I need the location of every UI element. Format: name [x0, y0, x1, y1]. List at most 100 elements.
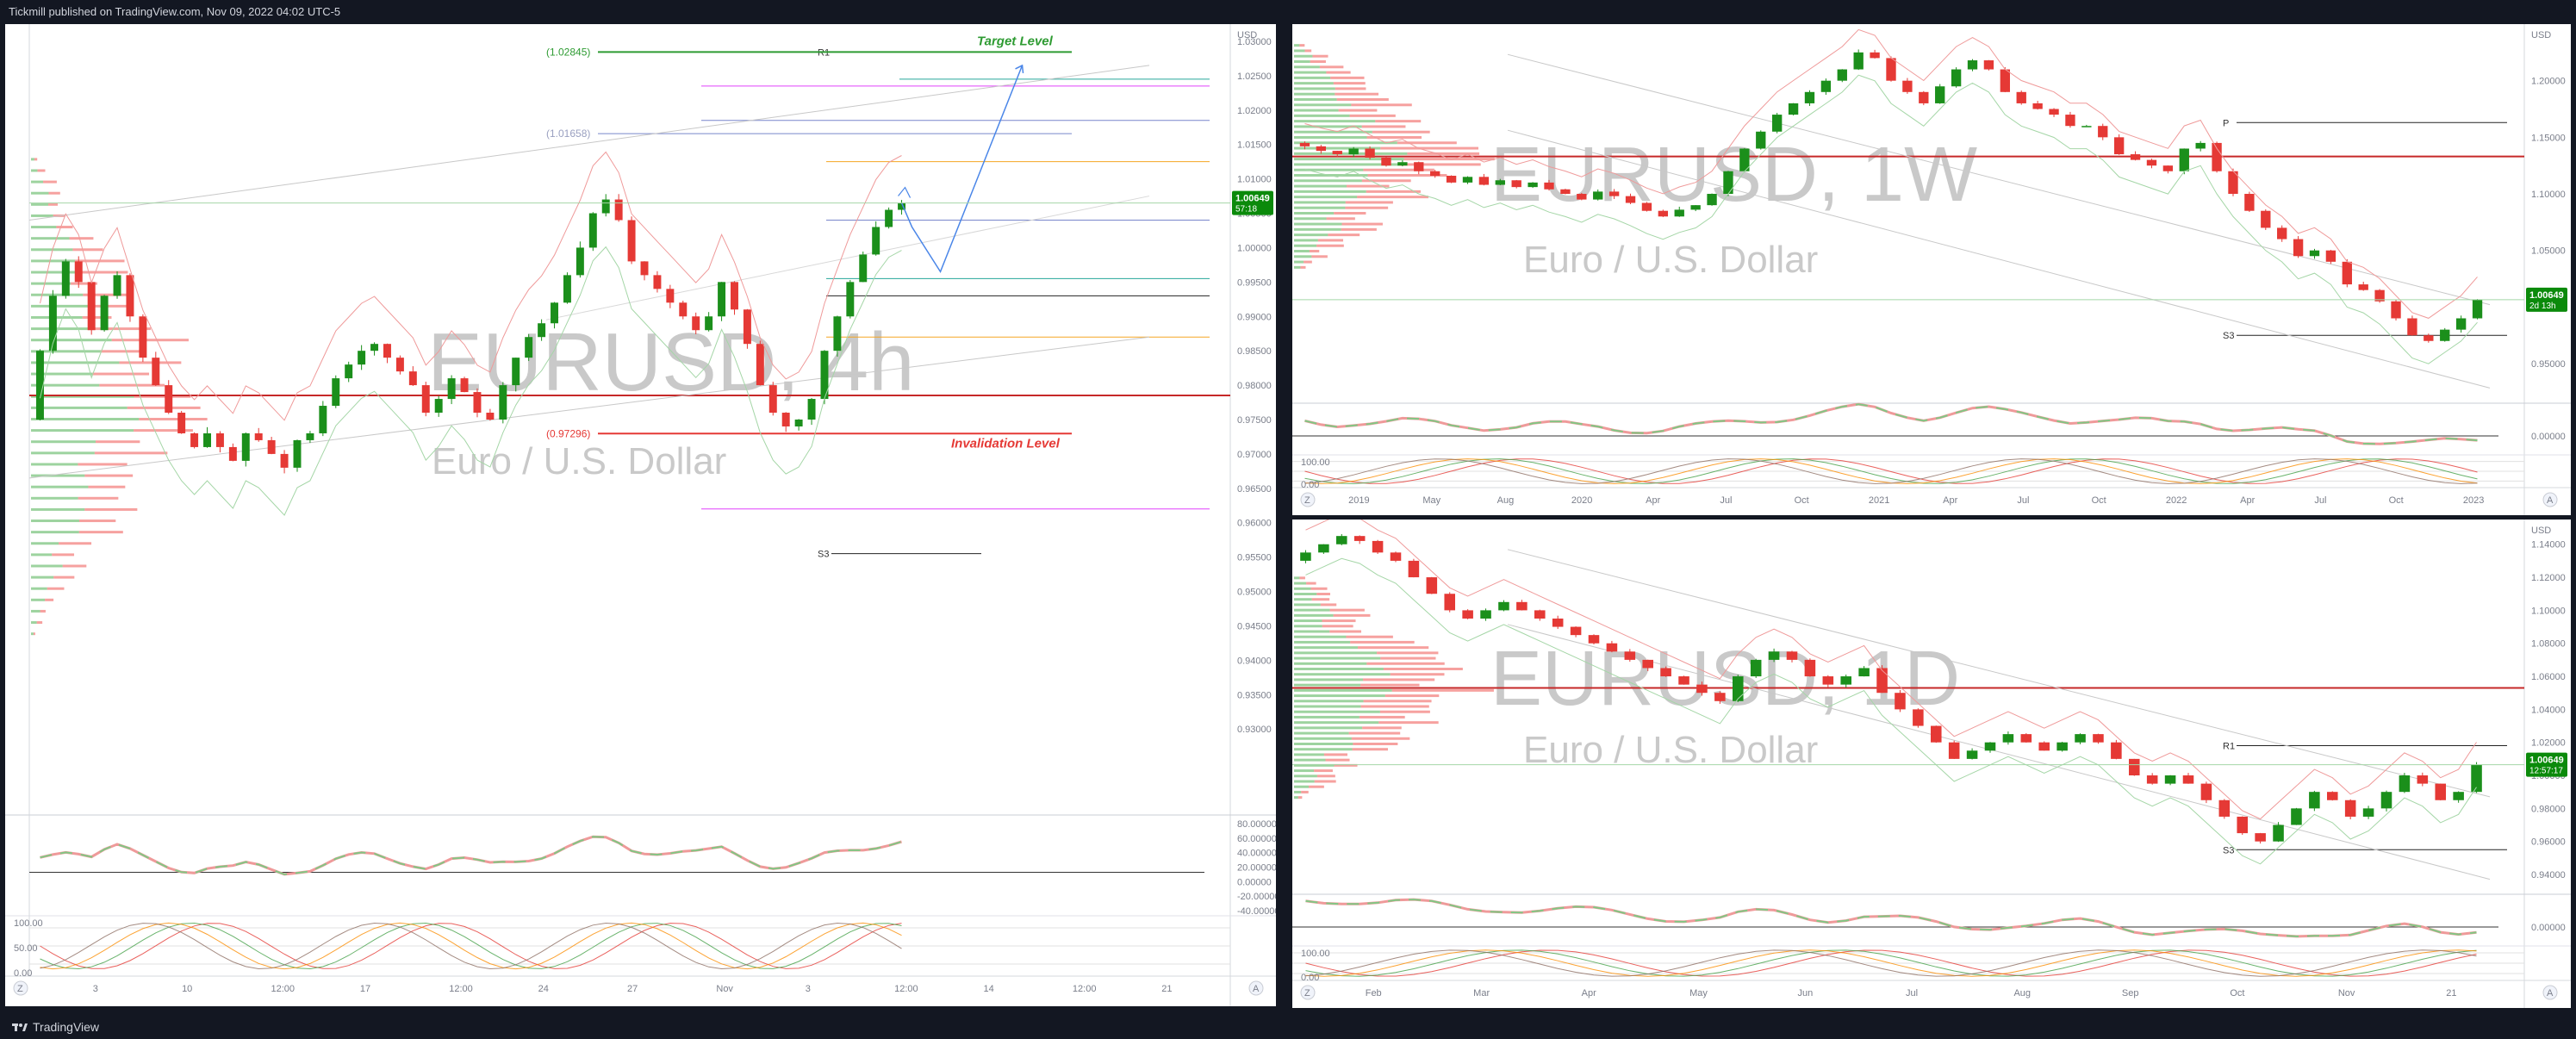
- candle-body: [1714, 693, 1726, 701]
- volume-profile-bar-buy: [1294, 651, 1378, 655]
- candle-body: [1480, 610, 1491, 619]
- volume-profile-bar-sell: [1407, 152, 1480, 155]
- volume-profile-bar-buy: [31, 564, 63, 568]
- volume-profile-bar-sell: [82, 315, 112, 319]
- time-tick-label: 2022: [2166, 495, 2187, 506]
- time-tick-label: May: [1689, 988, 1708, 999]
- volume-profile-bar-buy: [1294, 576, 1300, 580]
- volume-profile-bar-buy: [1294, 737, 1352, 740]
- time-tick-label: 12:00: [271, 984, 295, 994]
- volume-profile-bar-buy: [31, 418, 140, 420]
- candle-body: [833, 316, 842, 352]
- chart-panel-1d[interactable]: EURUSD, 1D Euro / U.S. Dollar USD 1.14000 1.…: [1292, 520, 2571, 1008]
- candle-body: [1966, 750, 1978, 759]
- volume-profile-bar-sell: [1362, 726, 1402, 730]
- last-price-value: 1.00649: [2529, 290, 2564, 301]
- volume-profile-bar-sell: [1320, 603, 1337, 607]
- volume-profile-bar-buy: [1294, 678, 1363, 681]
- candle-body: [486, 413, 495, 420]
- candle-body: [1935, 86, 1945, 103]
- channel-line-lower: [1507, 129, 2491, 389]
- chart-1w-svg: EURUSD, 1W Euro / U.S. Dollar USD 1.20000 1.…: [1292, 24, 2571, 515]
- chart-panel-1w[interactable]: EURUSD, 1W Euro / U.S. Dollar USD 1.20000 1.…: [1292, 24, 2571, 515]
- volume-profile-bar-buy: [31, 339, 112, 342]
- volume-profile-bar-sell: [1304, 260, 1312, 264]
- volume-profile-bar-buy: [31, 507, 85, 511]
- auto-fit-toggle: [2542, 492, 2558, 507]
- volume-profile-bar-buy: [1294, 49, 1305, 53]
- candle-body: [1299, 142, 1310, 146]
- candle-body: [2129, 758, 2140, 776]
- time-tick-label: Mar: [1473, 988, 1490, 999]
- volume-profile-bar-sell: [1299, 576, 1305, 580]
- volume-profile-bar-sell: [1380, 146, 1478, 150]
- candle-body: [640, 261, 649, 276]
- candle-body: [1544, 182, 1554, 190]
- candle-body: [1840, 676, 1851, 685]
- candle-body: [2325, 250, 2336, 262]
- price-tick-label: 1.06000: [2531, 672, 2566, 682]
- volume-profile-bar-buy: [31, 587, 47, 590]
- volume-profile-bar-sell: [99, 383, 165, 387]
- chart-panel-4h[interactable]: EURUSD, 4h Euro / U.S. Dollar USD 1.03000 1.…: [5, 24, 1276, 1006]
- volume-profile-bar-buy: [1294, 587, 1311, 590]
- candle-body: [460, 378, 469, 393]
- time-tick-label: 21: [2446, 988, 2456, 999]
- candle-body: [1837, 69, 1847, 81]
- volume-profile-bar-sell: [95, 440, 140, 444]
- candle-body: [2002, 734, 2014, 743]
- candle-body: [2362, 808, 2374, 817]
- auto-scale-label: Z: [1304, 988, 1310, 999]
- candle-body: [306, 432, 314, 440]
- volume-profile-bar-sell: [1314, 769, 1333, 773]
- level-price-label: (1.02845): [546, 46, 590, 58]
- candle-body: [383, 344, 391, 358]
- candle-body: [1886, 58, 1896, 81]
- auto-fit-label: A: [2547, 988, 2554, 999]
- stochastic-line: [1304, 458, 2478, 484]
- candle-body: [1696, 684, 1708, 694]
- volume-profile-bar-sell: [59, 542, 92, 545]
- volume-profile-bar-sell: [1346, 635, 1393, 638]
- time-tick-label: 2019: [1348, 495, 1369, 506]
- candle-body: [1444, 594, 1455, 611]
- candle-body: [2342, 261, 2352, 285]
- candle-body: [2291, 808, 2302, 825]
- stochastic-line: [40, 923, 902, 969]
- volume-profile-bar-sell: [1322, 619, 1356, 623]
- oscillator-line-bullish: [40, 836, 902, 875]
- candle-body: [1426, 577, 1438, 594]
- stochastic-tick-label: 100.00: [1301, 949, 1330, 959]
- candle-body: [768, 385, 777, 414]
- candle-body: [254, 432, 263, 440]
- candle-body: [1750, 659, 1762, 677]
- candle-body: [1768, 651, 1780, 660]
- tradingview-logo-icon: [12, 1023, 28, 1031]
- volume-profile-bar-sell: [1362, 678, 1435, 681]
- candle-body: [1318, 544, 1329, 553]
- candle-body: [2081, 126, 2092, 128]
- volume-profile-bar-buy: [1294, 731, 1349, 735]
- volume-profile-bar-buy: [31, 440, 96, 444]
- price-tick-label: 1.04000: [2531, 705, 2566, 715]
- channel-line-lower: [28, 336, 1150, 479]
- candle-body: [203, 432, 211, 447]
- volume-profile-bar-sell: [1366, 136, 1422, 139]
- candle-body: [1353, 536, 1366, 541]
- time-tick-label: Apr: [1582, 988, 1596, 999]
- volume-profile-bar-sell: [134, 395, 191, 398]
- volume-profile-bar-sell: [52, 553, 75, 557]
- candle-body: [1641, 202, 1652, 211]
- brand-logo[interactable]: TradingView: [12, 1020, 99, 1034]
- volume-profile-bar-sell: [1380, 656, 1436, 660]
- candle-body: [1660, 668, 1671, 677]
- candle-body: [525, 337, 533, 358]
- volume-profile-bar-sell: [1366, 190, 1421, 193]
- volume-profile-bar-sell: [1335, 92, 1379, 96]
- candle-body: [1462, 177, 1473, 183]
- time-tick-label: Apr: [1646, 495, 1660, 506]
- channel-line-upper: [1507, 53, 2491, 306]
- volume-profile-bar-buy: [31, 520, 79, 523]
- candle-body: [280, 453, 289, 468]
- time-tick-label: Jul: [2017, 495, 2029, 506]
